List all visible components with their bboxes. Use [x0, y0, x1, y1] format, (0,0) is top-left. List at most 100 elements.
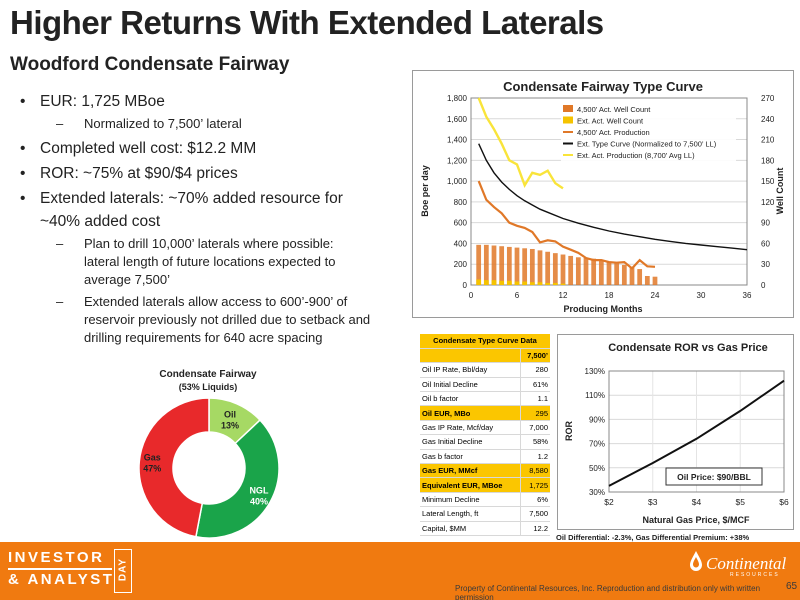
x-tick-label: 12 [559, 291, 568, 300]
legend-swatch [563, 105, 573, 112]
continental-logo: Continental RESOURCES [688, 550, 796, 582]
bar-4500-well-count [629, 266, 635, 285]
legend-label: Ext. Act. Production (8,700’ Avg LL) [577, 151, 695, 160]
donut-value: 47% [143, 464, 161, 474]
bar-ext-well-count [476, 279, 482, 285]
ror-y-axis-label: ROR [564, 421, 574, 442]
table-row: Gas b factor 1.2 [420, 449, 550, 465]
bullet-eur: EUR: 1,725 MBoe [18, 90, 388, 113]
ror-plot-area [608, 370, 785, 493]
ror-x-tick-label: $5 [736, 497, 746, 507]
logo-divider [8, 568, 112, 570]
table-row: Oil EUR, MBo 295 [420, 405, 550, 421]
chart-title: Condensate Fairway Type Curve [503, 79, 703, 94]
table-title: Condensate Type Curve Data [420, 334, 550, 349]
footer-bar [0, 542, 800, 600]
ror-annotation-box [665, 467, 763, 486]
investor-day-logo: INVESTOR & ANALYST DAY [8, 547, 134, 595]
x-tick-label: 0 [469, 291, 474, 300]
bar-4500-well-count [506, 246, 512, 285]
y2-tick-label: 270 [761, 94, 775, 103]
bar-4500-well-count [514, 247, 520, 285]
donut-slice-ngl [195, 419, 280, 539]
table-label: Oil b factor [420, 391, 521, 407]
bar-ext-well-count [537, 282, 543, 285]
table-label: Gas EUR, MMcf [420, 463, 521, 479]
legend-swatch [563, 116, 573, 124]
y2-axis-label: Well Count [775, 168, 785, 215]
y2-tick-label: 210 [761, 136, 775, 145]
legend-label: Ext. Act. Well Count [577, 117, 644, 126]
line-4500-production [477, 180, 656, 270]
bar-ext-well-count [506, 280, 512, 285]
y2-tick-label: 240 [761, 115, 775, 124]
bar-4500-well-count [522, 248, 528, 285]
footer-disclaimer: Property of Continental Resources, Inc. … [455, 584, 761, 600]
table-value: 58% [519, 434, 550, 450]
ror-y-tick-label: 130% [585, 367, 605, 376]
table-row: Gas Initial Decline 58% [420, 434, 550, 450]
table-label: Gas Initial Decline [420, 434, 521, 450]
y2-tick-label: 180 [761, 156, 775, 165]
table-value: 61% [519, 377, 550, 393]
table-label: Oil EUR, MBo [420, 405, 521, 421]
drop-icon [690, 551, 702, 571]
bar-ext-well-count [491, 280, 497, 285]
bar-4500-well-count [591, 258, 597, 285]
ror-chart-title: Condensate ROR vs Gas Price [608, 342, 768, 354]
x-tick-label: 30 [697, 291, 706, 300]
bar-4500-well-count [652, 276, 658, 285]
logo-sub: RESOURCES [730, 572, 780, 578]
table-row: Oil IP Rate, Bbl/day 280 [420, 362, 550, 378]
type-curve-panel: Condensate Fairway Type Curve 0 200 400 600 8… [412, 70, 794, 318]
table-label: Gas b factor [420, 449, 521, 465]
ror-annotation: Oil Price: $90/BBL [677, 472, 751, 482]
donut-label: NGL [249, 485, 268, 495]
table-row: Equivalent EUR, MBoe 1,725 [420, 477, 550, 493]
ror-y-tick-label: 30% [589, 488, 605, 497]
bar-ext-well-count [552, 282, 558, 285]
table-row: Gas EUR, MMcf 8,580 [420, 463, 550, 479]
y-tick-label: 200 [454, 260, 468, 269]
legend-label: Ext. Type Curve (Normalized to 7,500’ LL… [577, 140, 717, 149]
bar-4500-well-count [483, 244, 489, 285]
bullet-plan-10000: Plan to drill 10,000’ laterals where pos… [18, 235, 358, 289]
table-row: Capital, $MM 12.2 [420, 521, 550, 536]
bullet-extended-laterals: Extended laterals: ~70% added resource f… [18, 187, 348, 233]
bar-4500-well-count [476, 244, 482, 285]
ror-y-tick-label: 70% [589, 440, 605, 449]
ror-y-tick-label: 110% [585, 391, 605, 400]
ror-y-tick-label: 50% [589, 464, 605, 473]
y2-tick-label: 30 [761, 260, 770, 269]
bar-4500-well-count [606, 262, 612, 285]
differential-note: Oil Differential: -2.3%, Gas Differentia… [556, 533, 750, 542]
y-tick-label: 800 [454, 198, 468, 207]
bar-4500-well-count [568, 255, 574, 285]
bar-ext-well-count [560, 283, 566, 285]
y2-tick-label: 120 [761, 198, 775, 207]
ror-x-tick-label: $3 [648, 497, 658, 507]
bar-ext-well-count [483, 280, 489, 285]
table-row: Oil b factor 1.1 [420, 391, 550, 407]
bar-4500-well-count [621, 264, 627, 285]
line-ext-production [477, 97, 564, 190]
table-label: Oil IP Rate, Bbl/day [420, 362, 521, 378]
bar-4500-well-count [545, 251, 551, 285]
bar-4500-well-count [529, 248, 535, 285]
ror-x-tick-label: $2 [604, 497, 614, 507]
ror-y-tick-label: 90% [589, 415, 605, 424]
bar-4500-well-count [560, 254, 566, 285]
y-tick-label: 600 [454, 219, 468, 228]
bullet-ror: ROR: ~75% at $90/$4 prices [18, 162, 388, 185]
bar-ext-well-count [499, 280, 505, 285]
bar-4500-well-count [491, 245, 497, 285]
y-tick-label: 1,600 [447, 115, 468, 124]
table-value: 7,500 [519, 506, 550, 522]
ror-x-tick-label: $4 [692, 497, 702, 507]
table-value: 8,580 [519, 463, 550, 479]
y-tick-label: 1,800 [447, 94, 468, 103]
bar-4500-well-count [499, 246, 505, 285]
bar-ext-well-count [522, 281, 528, 285]
bar-ext-well-count [514, 281, 520, 285]
bar-4500-well-count [583, 257, 589, 285]
